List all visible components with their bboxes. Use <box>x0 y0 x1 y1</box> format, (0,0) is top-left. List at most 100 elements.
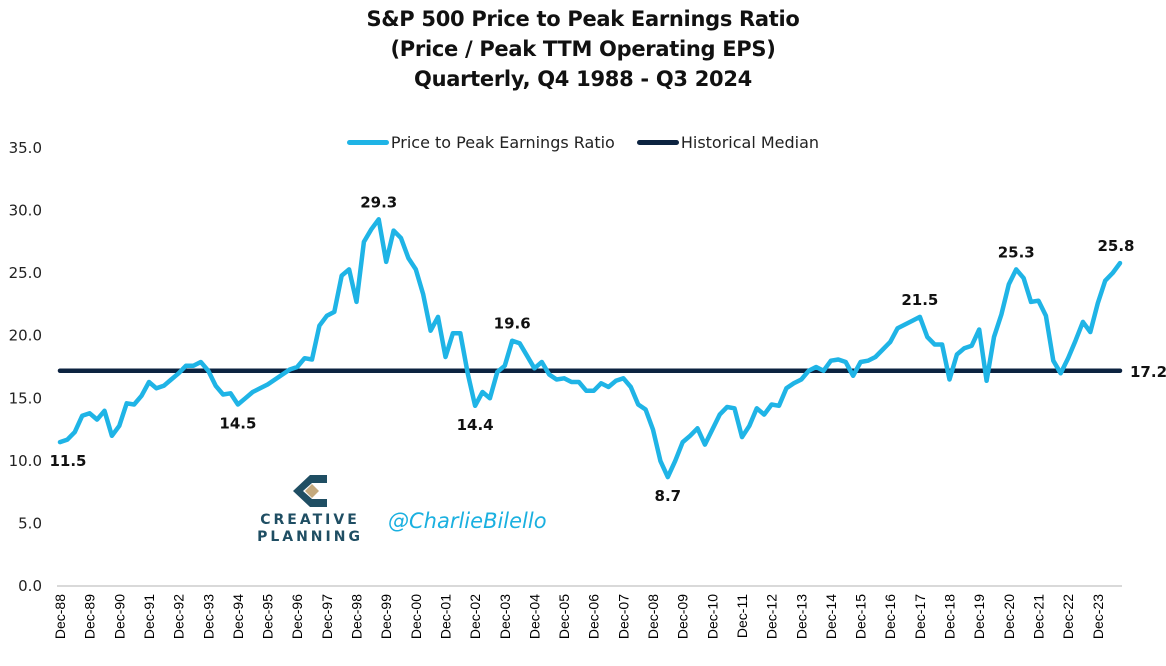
x-tick-label: Dec-95 <box>260 594 276 639</box>
data-label: 19.6 <box>494 315 531 333</box>
chart-title: S&P 500 Price to Peak Earnings Ratio (Pr… <box>0 4 1166 94</box>
ratio-data-point <box>88 411 92 415</box>
ratio-data-point <box>881 347 885 351</box>
data-label: 14.4 <box>457 416 494 434</box>
ratio-data-point <box>681 440 685 444</box>
chart-title-line-3: Quarterly, Q4 1988 - Q3 2024 <box>414 67 752 91</box>
ratio-data-point <box>740 435 744 439</box>
ratio-data-point <box>977 327 981 331</box>
ratio-data-point <box>532 366 536 370</box>
ratio-data-point <box>851 374 855 378</box>
ratio-data-point <box>317 324 321 328</box>
ratio-data-point <box>288 368 292 372</box>
y-tick-label: 10.0 <box>9 452 42 470</box>
x-tick-label: Dec-99 <box>378 594 394 639</box>
ratio-data-point <box>325 314 329 318</box>
x-tick-label: Dec-02 <box>467 594 483 639</box>
x-tick-label: Dec-10 <box>704 594 720 639</box>
x-tick-label: Dec-01 <box>437 594 453 639</box>
ratio-data-point <box>651 428 655 432</box>
ratio-data-point <box>1074 339 1078 343</box>
ratio-data-point <box>184 364 188 368</box>
data-labels: 11.5 14.5 29.3 14.4 19.6 8.7 21.5 25.3 25.8 17.2 <box>49 193 1166 505</box>
ratio-data-point <box>948 378 952 382</box>
ratio-data-point <box>414 267 418 271</box>
ratio-data-point <box>1014 267 1018 271</box>
ratio-data-point <box>377 217 381 221</box>
ratio-data-point <box>392 229 396 233</box>
ratio-data-point <box>629 385 633 389</box>
y-tick-label: 30.0 <box>9 202 42 220</box>
x-tick-label: Dec-04 <box>526 594 542 639</box>
ratio-data-point <box>569 380 573 384</box>
ratio-data-point <box>599 381 603 385</box>
ratio-data-point <box>658 459 662 463</box>
y-tick-label: 25.0 <box>9 264 42 282</box>
y-tick-label: 5.0 <box>18 514 42 532</box>
ratio-data-point <box>1029 300 1033 304</box>
data-label: 29.3 <box>360 193 397 211</box>
x-axis: Dec-88 Dec-89 Dec-90 Dec-91 Dec-92 Dec-93 Dec-… <box>52 594 1106 639</box>
legend-swatch-ratio <box>346 140 389 145</box>
ratio-data-point <box>644 408 648 412</box>
ratio-data-point <box>733 406 737 410</box>
ratio-data-point <box>896 326 900 330</box>
data-label: 11.5 <box>49 452 86 470</box>
ratio-data-point <box>592 389 596 393</box>
ratio-data-point <box>436 315 440 319</box>
ratio-data-point <box>429 329 433 333</box>
legend-label-median: Historical Median <box>680 133 820 152</box>
data-label: 8.7 <box>655 487 682 505</box>
ratio-data-point <box>58 440 62 444</box>
y-tick-label: 20.0 <box>9 327 42 345</box>
data-label: 21.5 <box>901 291 938 309</box>
ratio-data-point <box>280 373 284 377</box>
ratio-data-point <box>955 352 959 356</box>
x-tick-label: Dec-12 <box>764 594 780 639</box>
ratio-data-point <box>206 369 210 373</box>
x-tick-label: Dec-03 <box>497 594 513 639</box>
legend-item-ratio: Price to Peak Earnings Ratio <box>346 133 615 152</box>
ratio-data-point <box>555 378 559 382</box>
x-tick-label: Dec-91 <box>141 594 157 639</box>
ratio-data-point <box>688 434 692 438</box>
ratio-data-point <box>355 300 359 304</box>
x-tick-label: Dec-21 <box>1030 594 1046 639</box>
ratio-data-point <box>540 360 544 364</box>
ratio-data-point <box>117 424 121 428</box>
ratio-data-point <box>251 390 255 394</box>
ratio-data-point <box>332 310 336 314</box>
ratio-data-point <box>466 371 470 375</box>
ratio-data-point <box>918 315 922 319</box>
ratio-data-point <box>992 335 996 339</box>
logo-text-line-2: PLANNING <box>257 529 363 545</box>
ratio-data-point <box>584 389 588 393</box>
ratio-data-point <box>925 335 929 339</box>
ratio-series-points <box>58 217 1122 479</box>
ratio-data-point <box>228 391 232 395</box>
ratio-data-point <box>710 428 714 432</box>
creative-planning-logo-icon <box>290 474 330 508</box>
ratio-data-point <box>295 365 299 369</box>
x-tick-label: Dec-06 <box>586 594 602 639</box>
y-tick-label: 15.0 <box>9 389 42 407</box>
ratio-data-point <box>102 409 106 413</box>
ratio-data-point <box>718 413 722 417</box>
x-tick-label: Dec-17 <box>912 594 928 639</box>
ratio-data-point <box>266 383 270 387</box>
ratio-data-point <box>1036 299 1040 303</box>
ratio-data-point <box>1103 279 1107 283</box>
x-tick-label: Dec-94 <box>230 594 246 639</box>
ratio-data-point <box>443 355 447 359</box>
data-label: 17.2 <box>1130 363 1166 381</box>
ratio-data-point <box>362 240 366 244</box>
ratio-data-point <box>214 384 218 388</box>
ratio-data-point <box>503 364 507 368</box>
ratio-data-point <box>799 378 803 382</box>
ratio-data-point <box>859 360 863 364</box>
chart-title-line-1: S&P 500 Price to Peak Earnings Ratio <box>366 7 800 31</box>
ratio-data-point <box>1096 301 1100 305</box>
ratio-data-point <box>132 403 136 407</box>
x-tick-label: Dec-96 <box>289 594 305 639</box>
